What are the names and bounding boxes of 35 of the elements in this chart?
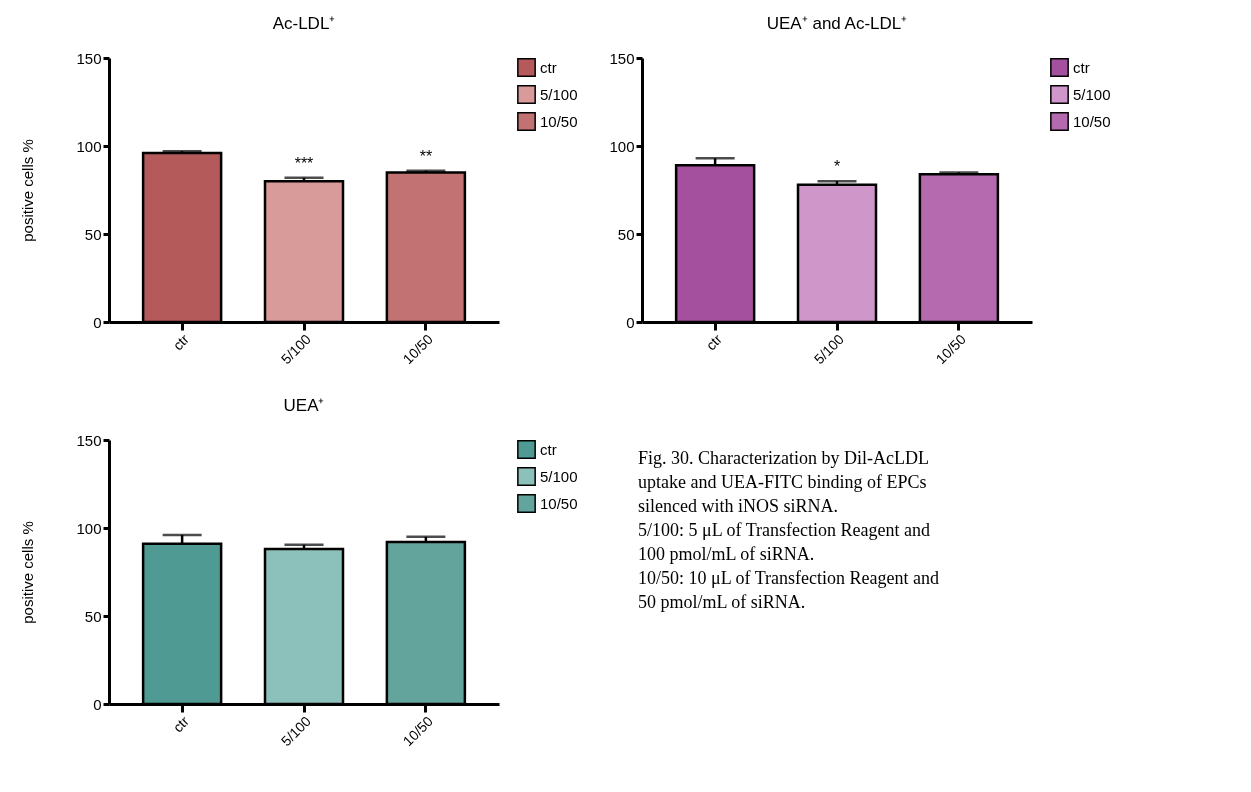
y-tick-label: 100	[76, 519, 102, 537]
x-tick-label: ctr	[169, 330, 193, 354]
y-tick-label: 150	[76, 49, 102, 67]
legend-label: 5/100	[1073, 85, 1111, 103]
legend-label: 10/50	[1073, 112, 1111, 130]
y-axis-title: positive cells %	[19, 521, 37, 624]
y-tick-label: 100	[76, 137, 102, 155]
y-tick-label: 50	[84, 225, 102, 243]
legend-label: ctr	[1073, 58, 1090, 76]
legend-label: 5/100	[540, 85, 578, 103]
chart-title: Ac-LDL⁺	[272, 14, 336, 33]
y-tick-label: 0	[93, 695, 102, 713]
caption: Fig. 30. Characterization by Dil-AcLDL uptake and UEA-FITC binding of EPCs silenced with iNOS siRNA.	[638, 448, 929, 516]
chart-title: UEA⁺ and Ac-LDL⁺	[766, 14, 908, 33]
y-axis-title: positive cells %	[19, 139, 37, 242]
annotation: *	[833, 158, 841, 176]
annotation: ***	[294, 154, 314, 172]
legend-label: ctr	[540, 440, 557, 458]
y-tick-label: 0	[626, 313, 635, 331]
y-tick-label: 150	[76, 431, 102, 449]
text: 5/100: 5 μL of Transfection Reagent and 100 pmol/mL of siRNA.	[638, 520, 930, 564]
text: 10/50: 10 μL of Transfection Reagent and 50 pmol/mL of siRNA.	[638, 568, 939, 612]
legend-label: 10/50	[540, 494, 578, 512]
y-tick-label: 50	[617, 225, 635, 243]
y-tick-label: 0	[93, 313, 102, 331]
y-tick-label: 50	[84, 607, 102, 625]
x-tick-label: ctr	[702, 330, 726, 354]
y-tick-label: 100	[609, 137, 635, 155]
legend-label: ctr	[540, 58, 557, 76]
legend-label: 5/100	[540, 467, 578, 485]
annotation: **	[419, 147, 433, 165]
x-tick-label: ctr	[169, 712, 193, 736]
y-tick-label: 150	[609, 49, 635, 67]
chart-title: UEA⁺	[283, 396, 325, 415]
legend-label: 10/50	[540, 112, 578, 130]
